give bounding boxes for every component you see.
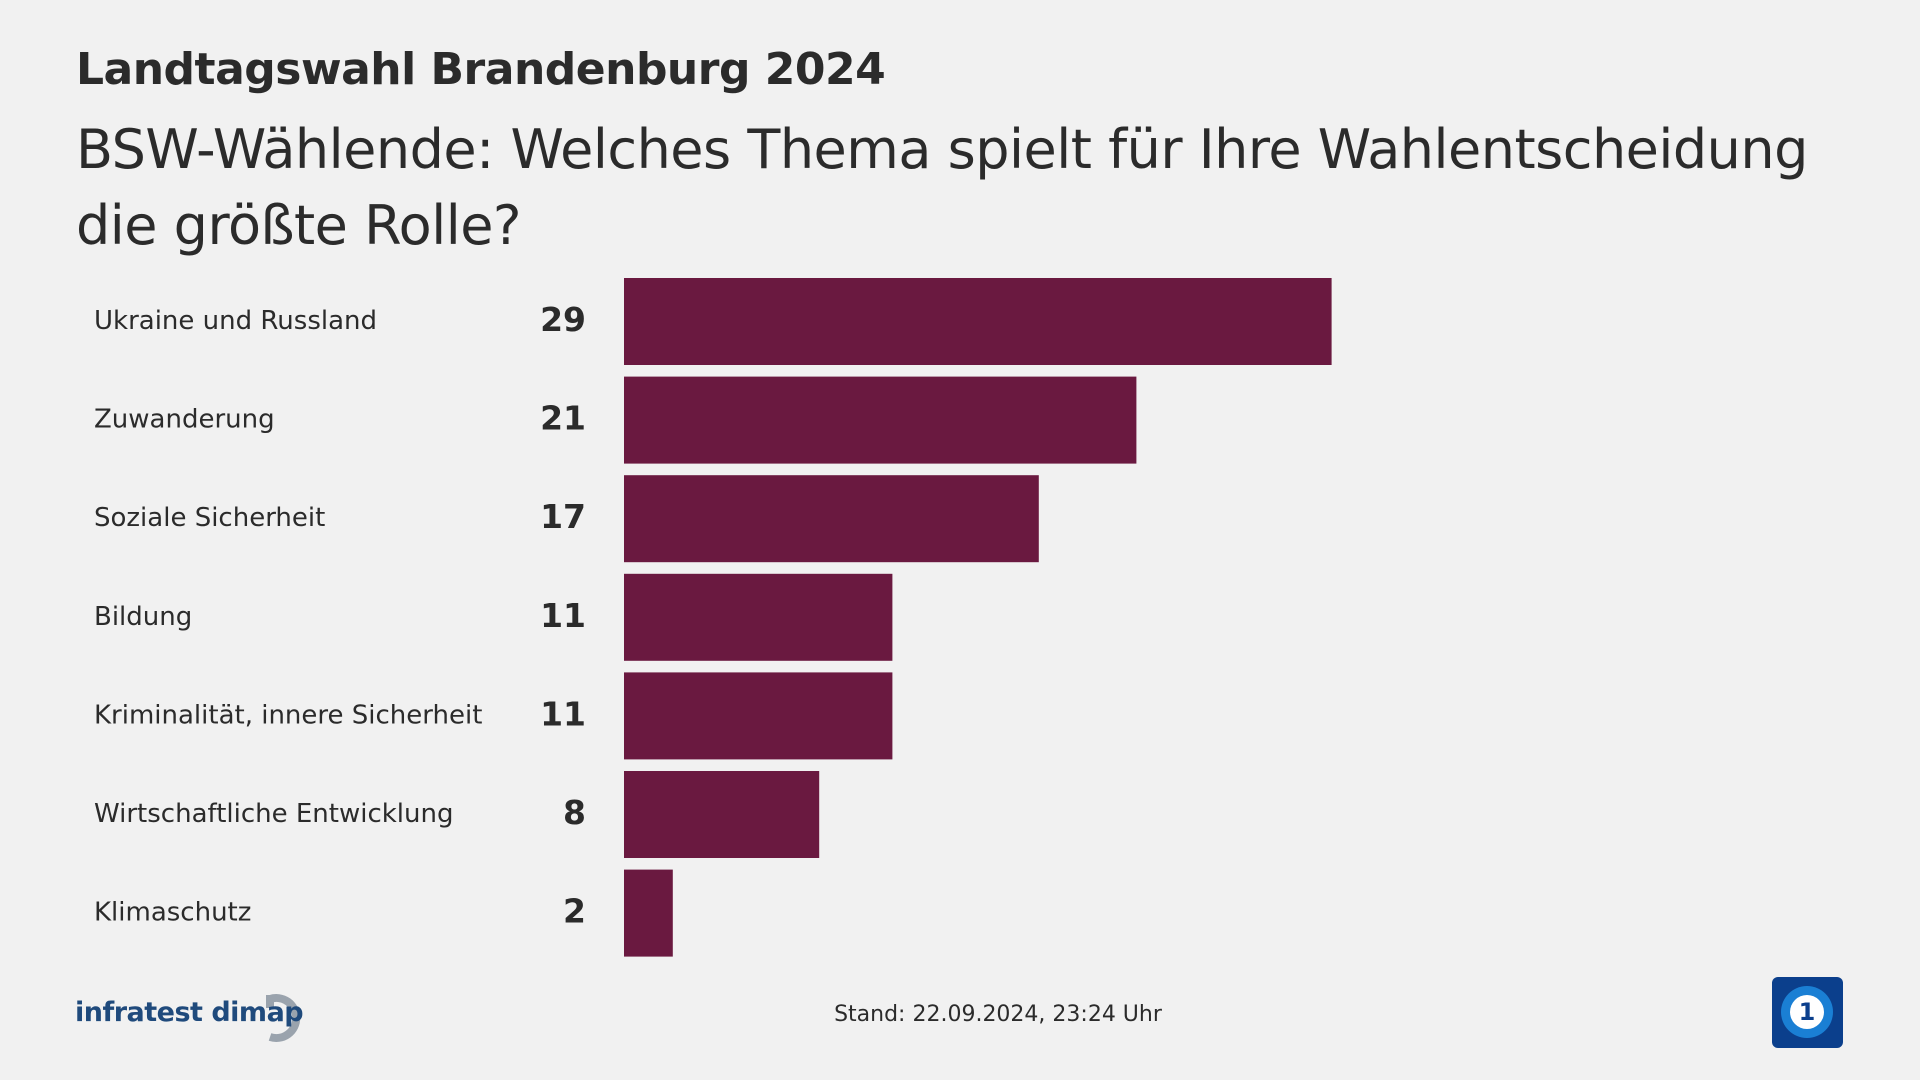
- category-label: Ukraine und Russland: [94, 306, 377, 336]
- value-label: 17: [540, 497, 586, 536]
- value-label: 11: [540, 596, 586, 635]
- source-logo-mark: [266, 994, 301, 1042]
- footnote: Stand: 22.09.2024, 23:24 Uhr: [834, 1002, 1162, 1027]
- category-label: Zuwanderung: [94, 405, 275, 435]
- value-label: 11: [540, 694, 586, 733]
- category-label: Kriminalität, innere Sicherheit: [94, 700, 482, 730]
- value-label: 21: [540, 399, 586, 438]
- category-label: Wirtschaftliche Entwicklung: [94, 799, 454, 829]
- bar: [624, 376, 1137, 464]
- bar: [624, 573, 893, 661]
- bar: [624, 672, 893, 760]
- svg-text:1: 1: [1799, 998, 1816, 1026]
- broadcaster-logo: 1: [1772, 977, 1843, 1048]
- category-label: Bildung: [94, 602, 192, 632]
- value-label: 29: [540, 300, 586, 339]
- source: infratest dimap: [75, 997, 304, 1028]
- bar: [624, 771, 820, 858]
- bar: [624, 475, 1039, 563]
- value-label: 8: [563, 793, 586, 832]
- category-label: Klimaschutz: [94, 898, 251, 928]
- category-label: Soziale Sicherheit: [94, 503, 325, 533]
- chart-subtitle: BSW-Wählende: Welches Thema spielt für I…: [76, 118, 1808, 257]
- bar: [624, 278, 1332, 365]
- value-label: 2: [563, 892, 586, 931]
- bar: [624, 869, 673, 957]
- chart-title: Landtagswahl Brandenburg 2024: [76, 44, 886, 95]
